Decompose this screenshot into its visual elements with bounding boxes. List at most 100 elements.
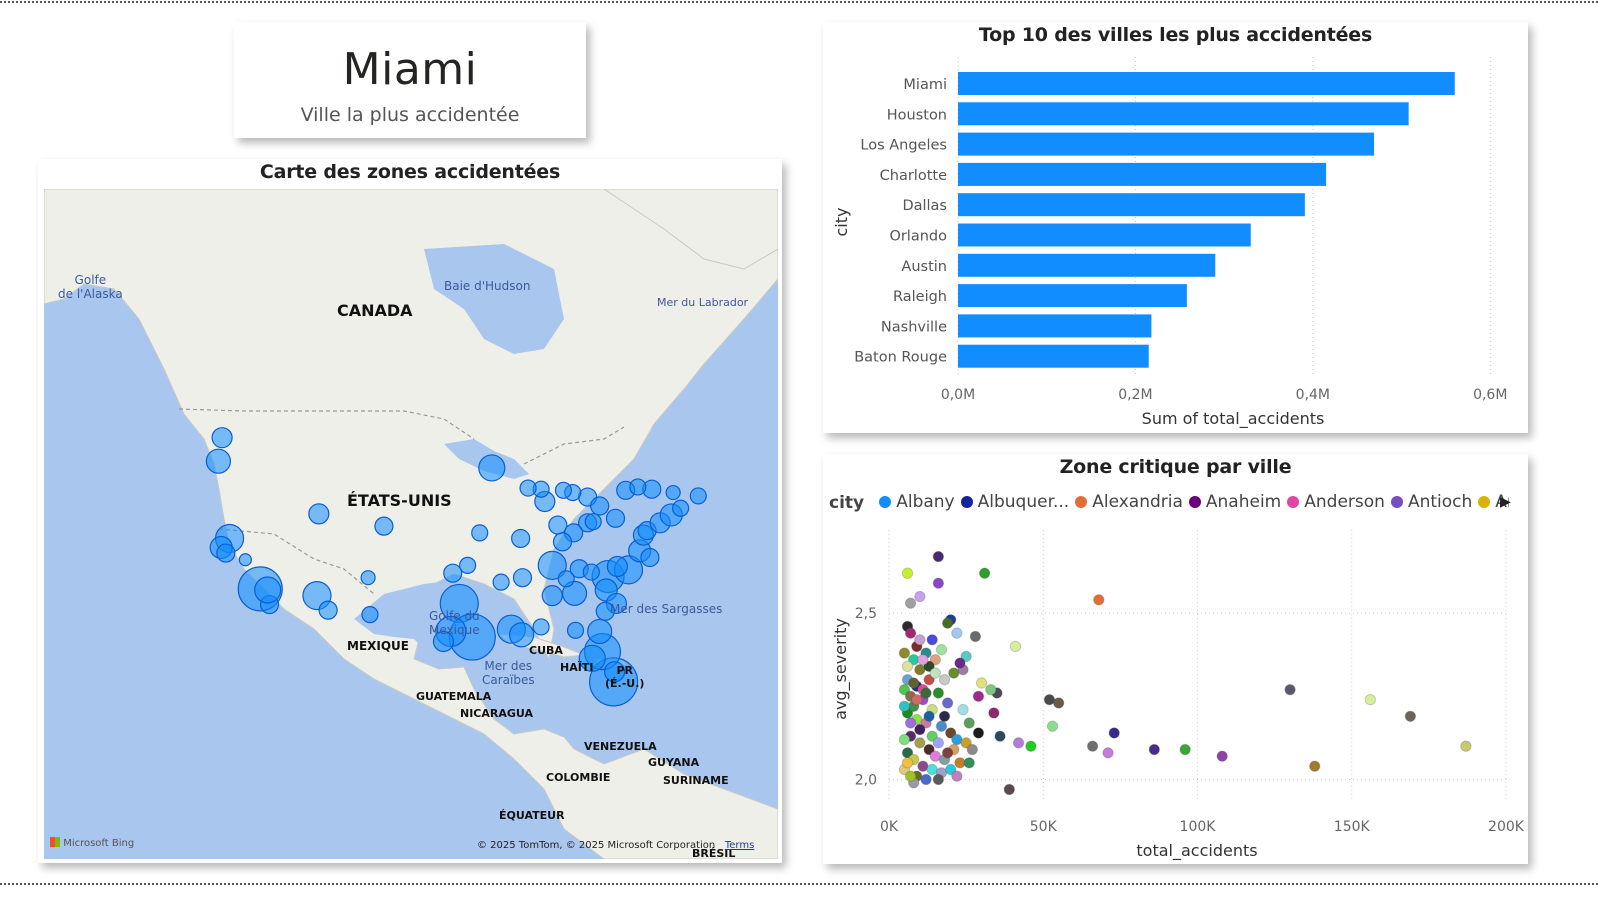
accident-bubble[interactable]: [205, 448, 231, 474]
scatter-point[interactable]: [926, 763, 938, 776]
scatter-point[interactable]: [898, 733, 911, 746]
scatter-point[interactable]: [914, 590, 926, 603]
scatter-point[interactable]: [923, 660, 935, 673]
bar-chart-card[interactable]: Top 10 des villes les plus accidentées 0…: [823, 22, 1528, 433]
scatter-point[interactable]: [914, 737, 926, 749]
accident-bubble[interactable]: [548, 515, 568, 535]
bar-chart-canvas[interactable]: 0,0M 0,2M 0,4M 0,6M Miami Houston Los Angeles C…: [823, 22, 1528, 433]
scatter-point[interactable]: [1364, 693, 1376, 706]
scatter-point[interactable]: [1404, 710, 1417, 722]
scatter-point[interactable]: [960, 650, 972, 663]
scatter-point[interactable]: [917, 654, 929, 666]
accident-bubble[interactable]: [561, 580, 588, 606]
accident-bubble[interactable]: [584, 513, 602, 531]
scatter-point[interactable]: [926, 730, 938, 742]
scatter-point[interactable]: [932, 577, 945, 589]
scatter-point[interactable]: [1009, 640, 1022, 653]
scatter-point[interactable]: [904, 770, 917, 782]
scatter-point[interactable]: [994, 730, 1006, 742]
accident-bubble[interactable]: [557, 570, 575, 588]
accident-bubble[interactable]: [595, 601, 615, 621]
scatter-point[interactable]: [898, 700, 911, 712]
scatter-point[interactable]: [1012, 737, 1025, 749]
accident-bubbles[interactable]: [205, 427, 707, 707]
scatter-point[interactable]: [917, 760, 929, 772]
scatter-point[interactable]: [1179, 743, 1191, 756]
scatter-point[interactable]: [951, 770, 963, 782]
legend-item[interactable]: Antioch: [1390, 492, 1472, 512]
accident-bubble[interactable]: [374, 516, 394, 536]
scatter-point[interactable]: [932, 550, 945, 563]
scatter-point[interactable]: [932, 687, 945, 699]
accident-bubble[interactable]: [512, 568, 533, 588]
accident-bubble[interactable]: [508, 622, 535, 648]
accident-bubble[interactable]: [432, 630, 455, 653]
accident-bubble[interactable]: [511, 528, 531, 549]
scatter-point[interactable]: [963, 717, 975, 729]
scatter-point[interactable]: [932, 773, 945, 786]
accident-bubble[interactable]: [606, 555, 628, 578]
accident-bubble[interactable]: [254, 576, 282, 604]
scatter-point[interactable]: [1216, 750, 1228, 762]
bar[interactable]: [958, 314, 1152, 338]
scatter-point[interactable]: [988, 707, 1000, 719]
scatter-point[interactable]: [929, 654, 941, 666]
legend-items[interactable]: Albany Albuquer... Alexandria Anaheim Anders…: [879, 492, 1509, 512]
scatter-point[interactable]: [923, 710, 935, 722]
kpi-card[interactable]: Miami Ville la plus accidentée: [234, 22, 586, 138]
scatter-point[interactable]: [898, 647, 911, 659]
accident-bubble[interactable]: [578, 644, 606, 672]
accident-bubble[interactable]: [665, 484, 681, 501]
scatter-point[interactable]: [954, 657, 966, 669]
scatter-point[interactable]: [960, 737, 972, 749]
scatter-point[interactable]: [1284, 683, 1296, 696]
accident-bubble[interactable]: [478, 454, 506, 482]
accident-bubble[interactable]: [211, 427, 233, 449]
bing-logo[interactable]: Microsoft Bing: [50, 837, 134, 849]
accident-bubble[interactable]: [689, 487, 707, 505]
scatter-point[interactable]: [941, 747, 954, 759]
scatter-point[interactable]: [1003, 783, 1016, 796]
scatter-card[interactable]: Zone critique par ville city Albany Albuq…: [823, 454, 1528, 864]
scatter-point[interactable]: [920, 687, 932, 699]
scatter-point[interactable]: [926, 634, 938, 646]
legend-item[interactable]: Albuquer...: [960, 492, 1069, 512]
scatter-point[interactable]: [978, 567, 991, 579]
bar[interactable]: [958, 132, 1375, 156]
accident-bubble[interactable]: [541, 585, 563, 607]
accident-bubble[interactable]: [566, 621, 585, 639]
bar[interactable]: [958, 344, 1149, 368]
accident-bubble[interactable]: [361, 606, 379, 624]
legend-next-arrow[interactable]: ▶: [1500, 494, 1511, 510]
scatter-point[interactable]: [938, 710, 951, 722]
scatter-point[interactable]: [904, 597, 917, 609]
scatter-point[interactable]: [929, 667, 941, 679]
map-area[interactable]: Golfe de l'Alaska Baie d'Hudson Mer du L…: [44, 189, 778, 859]
scatter-point[interactable]: [948, 667, 960, 679]
scatter-point[interactable]: [945, 727, 957, 739]
map-card[interactable]: Carte des zones accidentées Golf: [38, 159, 782, 863]
accident-bubble[interactable]: [629, 478, 647, 496]
scatter-point[interactable]: [901, 567, 914, 579]
accident-bubble[interactable]: [492, 573, 510, 591]
accident-bubble[interactable]: [590, 496, 610, 516]
accident-bubble[interactable]: [318, 600, 338, 620]
accident-bubble[interactable]: [238, 553, 252, 567]
scatter-point[interactable]: [901, 757, 914, 769]
accident-bubble[interactable]: [671, 499, 690, 517]
scatter-point[interactable]: [969, 630, 982, 643]
scatter-point[interactable]: [1309, 760, 1321, 772]
scatter-point[interactable]: [938, 673, 951, 686]
scatter-point[interactable]: [907, 677, 920, 689]
scatter-point[interactable]: [951, 627, 963, 639]
scatter-point[interactable]: [945, 763, 957, 776]
accident-bubble[interactable]: [587, 618, 613, 645]
scatter-point[interactable]: [1086, 740, 1099, 752]
scatter-point[interactable]: [914, 723, 926, 736]
bar[interactable]: [958, 193, 1305, 217]
accident-bubble[interactable]: [308, 503, 330, 525]
scatter-point[interactable]: [975, 677, 988, 689]
bar[interactable]: [958, 72, 1455, 95]
scatter-point[interactable]: [1460, 740, 1472, 752]
scatter-point[interactable]: [935, 720, 948, 732]
